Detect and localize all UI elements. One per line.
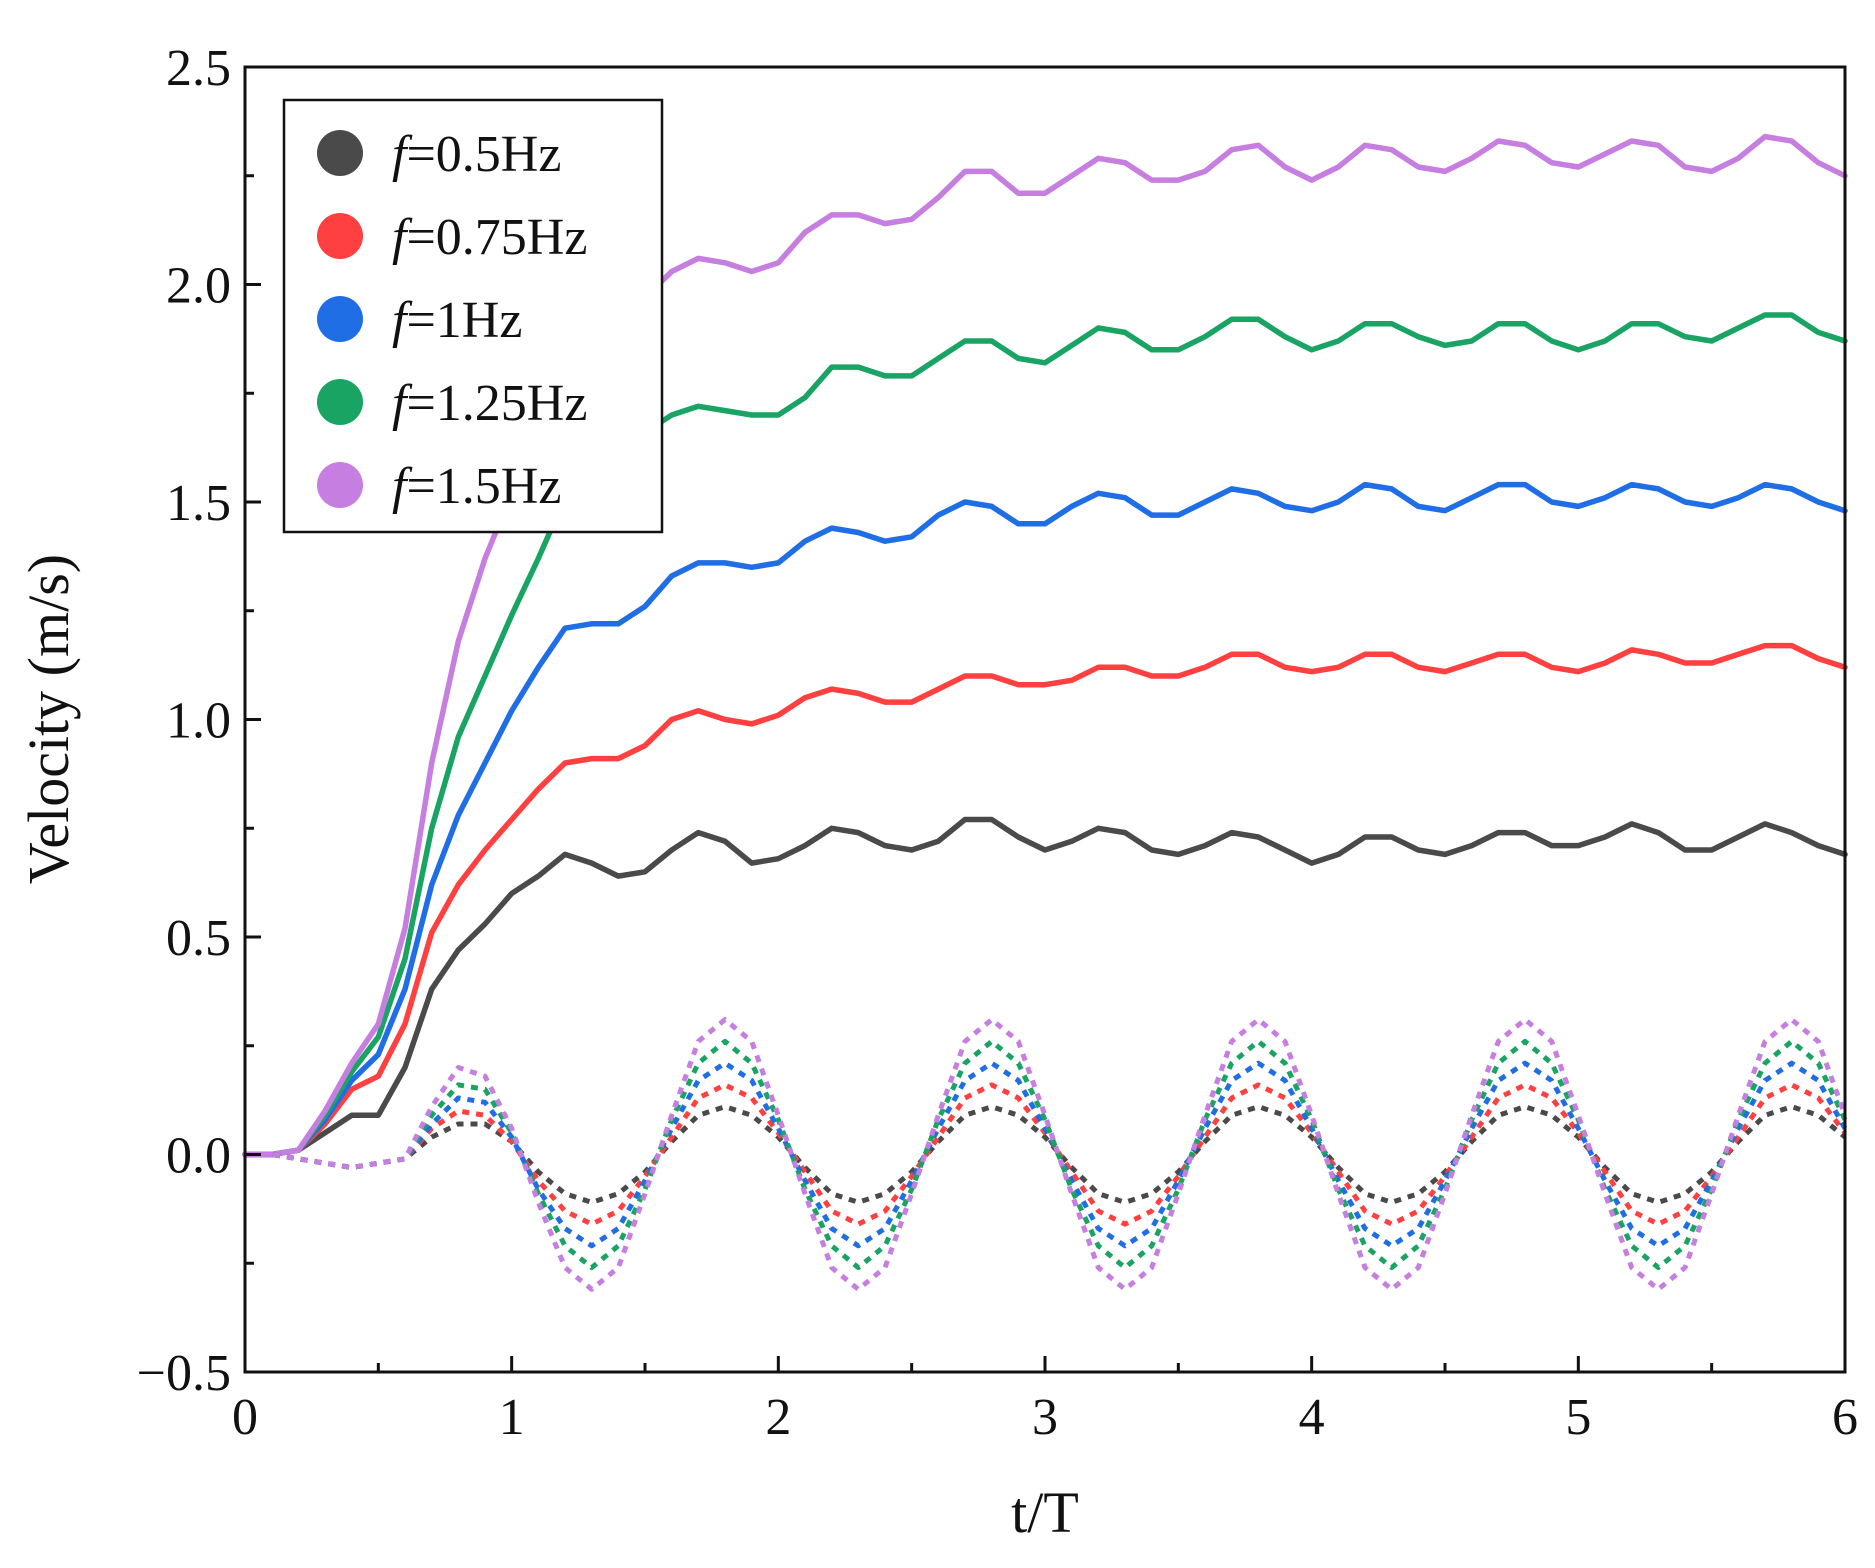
y-tick-label: 1.5 xyxy=(166,475,231,532)
solid-series-line-2 xyxy=(242,481,1848,1158)
x-tick-label: 3 xyxy=(1032,1389,1058,1446)
solid-series-line-3 xyxy=(242,312,1848,1158)
y-tick-label: −0.5 xyxy=(137,1345,231,1402)
legend-series-name: =1.25Hz xyxy=(406,375,587,432)
dotted-series-line-7 xyxy=(245,1060,1848,1249)
y-tick-label: 2.5 xyxy=(166,40,231,97)
plot-frame xyxy=(243,65,1847,1374)
legend-series-name: =1.5Hz xyxy=(406,458,561,515)
x-tick-label: 2 xyxy=(765,1389,791,1446)
legend-series-name: =1Hz xyxy=(406,292,522,349)
legend-marker-0 xyxy=(317,130,363,176)
x-tick-label: 4 xyxy=(1299,1389,1325,1446)
y-tick-label: 0.5 xyxy=(166,910,231,967)
x-axis-title: t/T xyxy=(1011,1480,1079,1545)
legend-label-2: f=1Hz xyxy=(392,292,522,349)
legend-marker-2 xyxy=(317,296,363,342)
legend-series-name: =0.5Hz xyxy=(406,126,561,183)
x-tick-label: 6 xyxy=(1832,1389,1858,1446)
legend-series-name: =0.75Hz xyxy=(406,209,587,266)
legend-label-0: f=0.5Hz xyxy=(392,126,561,183)
dotted-series-line-9 xyxy=(245,1017,1848,1292)
legend-marker-1 xyxy=(317,213,363,259)
legend-label-3: f=1.25Hz xyxy=(392,375,587,432)
solid-series-line-0 xyxy=(242,816,1848,1158)
x-tick-label: 0 xyxy=(232,1389,258,1446)
y-tick-label: 0.0 xyxy=(166,1128,231,1185)
x-tick-label: 5 xyxy=(1565,1389,1591,1446)
y-tick-label: 2.0 xyxy=(166,258,231,315)
legend-label-4: f=1.5Hz xyxy=(392,458,561,515)
legend-label-1: f=0.75Hz xyxy=(392,209,587,266)
solid-series-line-1 xyxy=(242,642,1848,1158)
legend-marker-3 xyxy=(317,379,363,425)
legend-marker-4 xyxy=(317,462,363,508)
legend: f=0.5Hz f=0.75Hz f=1Hz f=1.25Hz f=1.5Hz xyxy=(282,98,664,534)
x-tick-label: 1 xyxy=(499,1389,525,1446)
y-axis-title: Velocity (m/s) xyxy=(16,554,81,884)
y-tick-label: 1.0 xyxy=(166,693,231,750)
